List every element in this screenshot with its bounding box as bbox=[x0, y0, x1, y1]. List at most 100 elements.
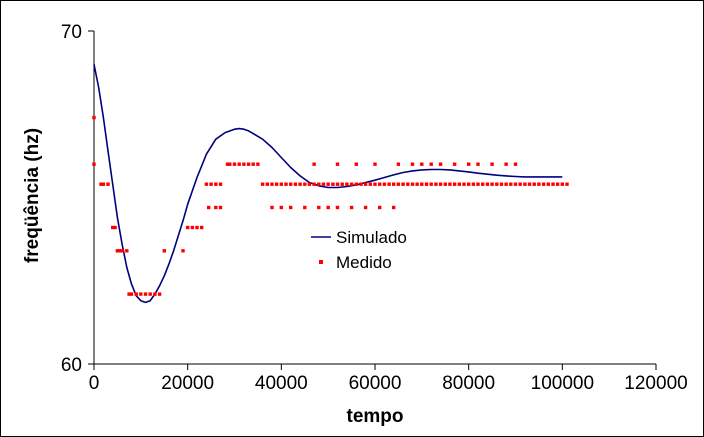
data-point-medido bbox=[551, 182, 555, 186]
data-point-medido bbox=[284, 182, 288, 186]
data-point-medido bbox=[429, 162, 433, 166]
data-point-medido bbox=[113, 225, 117, 230]
data-point-medido bbox=[331, 182, 335, 186]
data-point-medido bbox=[532, 182, 536, 186]
data-point-medido bbox=[513, 162, 518, 166]
y-tick-label: 60 bbox=[61, 355, 82, 376]
data-point-medido bbox=[225, 162, 230, 166]
data-point-medido bbox=[424, 182, 429, 186]
data-point-medido bbox=[143, 292, 148, 296]
data-point-medido bbox=[452, 182, 457, 186]
data-point-medido bbox=[349, 182, 354, 186]
data-point-medido bbox=[429, 182, 433, 186]
data-point-medido bbox=[523, 182, 527, 186]
data-point-medido bbox=[467, 182, 471, 186]
legend-box bbox=[306, 223, 419, 275]
data-point-medido bbox=[326, 205, 330, 210]
data-point-medido bbox=[518, 182, 522, 186]
data-point-medido bbox=[317, 205, 321, 210]
data-point-medido bbox=[481, 182, 485, 186]
data-point-medido bbox=[490, 182, 494, 186]
x-tick-label: 20000 bbox=[161, 373, 214, 394]
data-point-medido bbox=[134, 292, 138, 296]
data-point-medido bbox=[476, 162, 480, 166]
data-point-medido bbox=[354, 182, 358, 186]
data-point-medido bbox=[396, 182, 401, 186]
data-point-medido bbox=[420, 182, 424, 186]
data-point-medido bbox=[228, 162, 232, 166]
data-point-medido bbox=[279, 182, 283, 186]
data-point-medido bbox=[537, 182, 541, 186]
x-tick-label: 120000 bbox=[624, 373, 687, 394]
data-point-medido bbox=[279, 205, 283, 210]
data-point-medido bbox=[232, 162, 237, 166]
y-tick-label: 70 bbox=[61, 22, 82, 43]
data-point-medido bbox=[396, 162, 401, 166]
data-point-medido bbox=[162, 249, 166, 253]
x-tick-label: 0 bbox=[89, 373, 100, 394]
data-point-medido bbox=[251, 162, 255, 166]
data-point-medido bbox=[190, 225, 195, 230]
data-point-medido bbox=[368, 182, 372, 186]
legend-label-medido: Medido bbox=[336, 253, 392, 272]
data-point-medido bbox=[237, 162, 241, 166]
data-point-medido bbox=[378, 205, 382, 210]
data-point-medido bbox=[471, 182, 476, 186]
data-point-medido bbox=[443, 182, 447, 186]
data-point-medido bbox=[120, 249, 124, 253]
data-point-medido bbox=[527, 182, 532, 186]
data-point-medido bbox=[181, 249, 185, 253]
data-point-medido bbox=[115, 249, 120, 253]
data-point-medido bbox=[354, 162, 358, 166]
data-point-medido bbox=[438, 182, 443, 186]
data-point-medido bbox=[546, 182, 550, 186]
x-tick-label: 60000 bbox=[349, 373, 402, 394]
data-point-medido bbox=[270, 182, 274, 186]
data-point-medido bbox=[565, 182, 569, 186]
data-point-medido bbox=[312, 162, 316, 166]
data-point-medido bbox=[111, 225, 115, 230]
data-point-medido bbox=[335, 205, 340, 210]
data-point-medido bbox=[139, 292, 143, 296]
data-point-medido bbox=[340, 182, 344, 186]
data-point-medido bbox=[118, 249, 122, 253]
data-point-medido bbox=[387, 182, 391, 186]
x-tick-label: 40000 bbox=[255, 373, 308, 394]
axes bbox=[93, 31, 656, 365]
data-point-medido bbox=[415, 182, 419, 186]
data-point-medido bbox=[92, 162, 96, 166]
data-point-medido bbox=[434, 182, 438, 186]
data-point-medido bbox=[246, 162, 251, 166]
data-point-medido bbox=[495, 182, 499, 186]
data-point-medido bbox=[106, 182, 110, 186]
data-point-medido bbox=[452, 162, 457, 166]
data-point-medido bbox=[457, 182, 461, 186]
data-point-medido bbox=[373, 182, 377, 186]
y-axis-title: freqüência (hz) bbox=[22, 128, 43, 263]
data-point-medido bbox=[270, 205, 274, 210]
legend-label-simulado: Simulado bbox=[336, 228, 407, 247]
data-point-medido bbox=[303, 182, 307, 186]
data-point-medido bbox=[303, 205, 307, 210]
x-tick-label: 100000 bbox=[531, 373, 594, 394]
data-point-medido bbox=[214, 182, 218, 186]
data-point-medido bbox=[204, 182, 209, 186]
data-point-medido bbox=[207, 205, 211, 210]
data-point-medido bbox=[335, 162, 340, 166]
data-point-medido bbox=[99, 182, 103, 186]
x-axis-title: tempo bbox=[347, 406, 404, 427]
data-point-medido bbox=[513, 182, 518, 186]
data-point-medido bbox=[485, 182, 490, 186]
data-point-medido bbox=[260, 182, 265, 186]
data-point-medido bbox=[504, 162, 508, 166]
data-point-medido bbox=[214, 205, 218, 210]
data-point-medido bbox=[490, 162, 494, 166]
data-point-medido bbox=[392, 205, 396, 210]
data-point-medido bbox=[289, 182, 293, 186]
data-point-medido bbox=[209, 182, 213, 186]
data-point-medido bbox=[307, 182, 312, 186]
data-point-medido bbox=[560, 182, 564, 186]
data-point-medido bbox=[200, 225, 204, 230]
data-point-medido bbox=[504, 182, 508, 186]
